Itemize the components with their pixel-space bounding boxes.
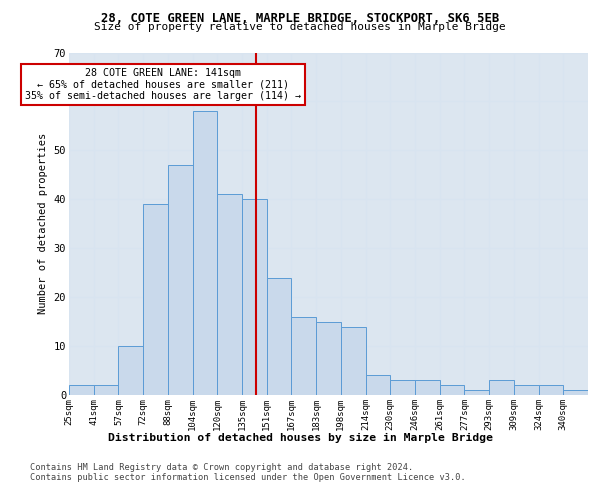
Text: Distribution of detached houses by size in Marple Bridge: Distribution of detached houses by size … <box>107 432 493 442</box>
Text: Contains public sector information licensed under the Open Government Licence v3: Contains public sector information licen… <box>30 472 466 482</box>
Bar <box>217 194 242 395</box>
Bar <box>69 385 94 395</box>
Text: Size of property relative to detached houses in Marple Bridge: Size of property relative to detached ho… <box>94 22 506 32</box>
Bar <box>118 346 143 395</box>
Bar <box>563 390 588 395</box>
Bar <box>267 278 292 395</box>
Bar <box>94 385 118 395</box>
Bar <box>316 322 341 395</box>
Y-axis label: Number of detached properties: Number of detached properties <box>38 133 48 314</box>
Bar <box>292 316 316 395</box>
Text: Contains HM Land Registry data © Crown copyright and database right 2024.: Contains HM Land Registry data © Crown c… <box>30 462 413 471</box>
Bar <box>440 385 464 395</box>
Bar <box>365 376 390 395</box>
Bar <box>390 380 415 395</box>
Bar <box>464 390 489 395</box>
Bar <box>489 380 514 395</box>
Bar <box>143 204 168 395</box>
Bar <box>168 165 193 395</box>
Bar <box>415 380 440 395</box>
Text: 28, COTE GREEN LANE, MARPLE BRIDGE, STOCKPORT, SK6 5EB: 28, COTE GREEN LANE, MARPLE BRIDGE, STOC… <box>101 12 499 26</box>
Text: 28 COTE GREEN LANE: 141sqm
← 65% of detached houses are smaller (211)
35% of sem: 28 COTE GREEN LANE: 141sqm ← 65% of deta… <box>25 68 301 101</box>
Bar <box>242 200 267 395</box>
Bar <box>514 385 539 395</box>
Bar <box>539 385 563 395</box>
Bar <box>341 326 365 395</box>
Bar <box>193 111 217 395</box>
